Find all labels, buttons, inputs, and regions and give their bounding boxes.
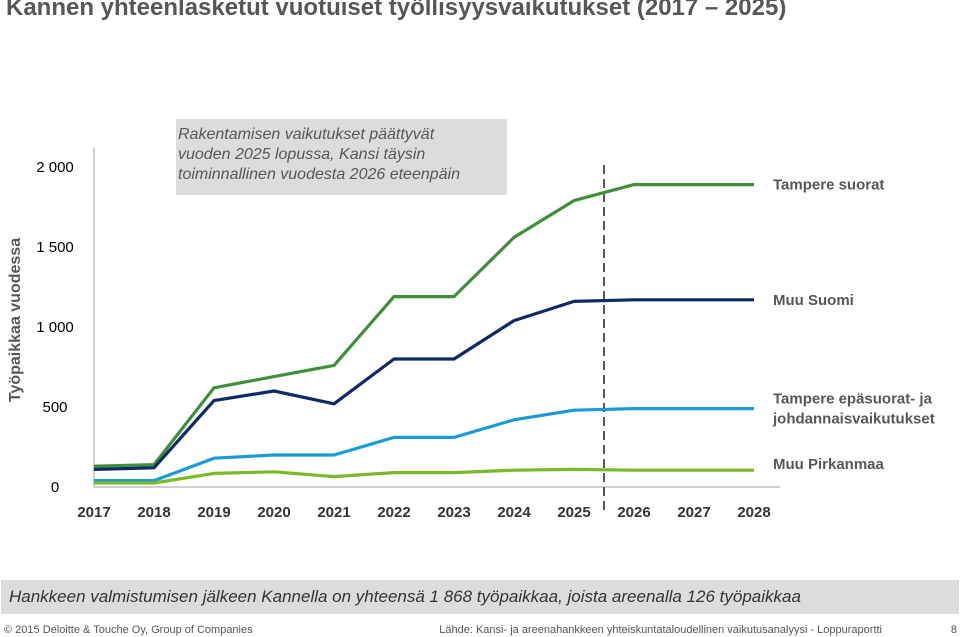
x-tick-label: 2027 xyxy=(677,504,710,521)
x-tick-label: 2018 xyxy=(137,504,170,521)
y-tick-label: 1 000 xyxy=(36,319,74,336)
x-tick-label: 2017 xyxy=(77,504,110,521)
line-chart: 0 500 1 000 1 500 2 000 2017 2018 2019 2020 2021 2… xyxy=(36,148,935,521)
summary-note: Hankkeen valmistumisen jälkeen Kannella … xyxy=(1,580,959,614)
x-tick-label: 2022 xyxy=(377,504,410,521)
series-line xyxy=(94,467,754,485)
x-tick-label: 2019 xyxy=(197,504,230,521)
chart-title: Kannen yhteenlasketut vuotuiset työllisy… xyxy=(6,0,787,21)
y-tick-label: 0 xyxy=(51,479,59,496)
series-line xyxy=(93,183,754,468)
page-number: 8 xyxy=(950,624,957,636)
source-text: Lähde: Kansi- ja areenahankkeen yhteisku… xyxy=(439,624,882,636)
series-label: Muu Pirkanmaa xyxy=(773,456,885,473)
callout-line: Rakentamisen vaikutukset päättyvät xyxy=(178,126,435,143)
series-label: Tampere epäsuorat- ja xyxy=(773,391,933,408)
series-label: Muu Suomi xyxy=(773,292,854,309)
construction-callout: Rakentamisen vaikutukset päättyvät vuode… xyxy=(176,119,507,195)
y-tick-label: 500 xyxy=(42,399,67,416)
copyright-text: © 2015 Deloitte & Touche Oy, Group of Co… xyxy=(4,624,253,636)
callout-line: vuoden 2025 lopussa, Kansi täysin xyxy=(178,146,426,163)
y-tick-label: 1 500 xyxy=(36,239,74,256)
x-tick-label: 2024 xyxy=(497,504,531,521)
x-tick-label: 2020 xyxy=(257,504,290,521)
x-tick-label: 2023 xyxy=(437,504,470,521)
x-tick-label: 2025 xyxy=(557,504,590,521)
series-label: johdannaisvaikutukset xyxy=(772,411,935,428)
x-tick-label: 2026 xyxy=(617,504,650,521)
callout-line: toiminnallinen vuodesta 2026 eteenpäin xyxy=(178,166,460,183)
series-line xyxy=(94,407,754,483)
series-line xyxy=(93,298,754,471)
y-tick-label: 2 000 xyxy=(36,159,74,176)
x-tick-label: 2021 xyxy=(317,504,350,521)
x-tick-label: 2028 xyxy=(737,504,770,521)
series-label: Tampere suorat xyxy=(773,177,884,194)
